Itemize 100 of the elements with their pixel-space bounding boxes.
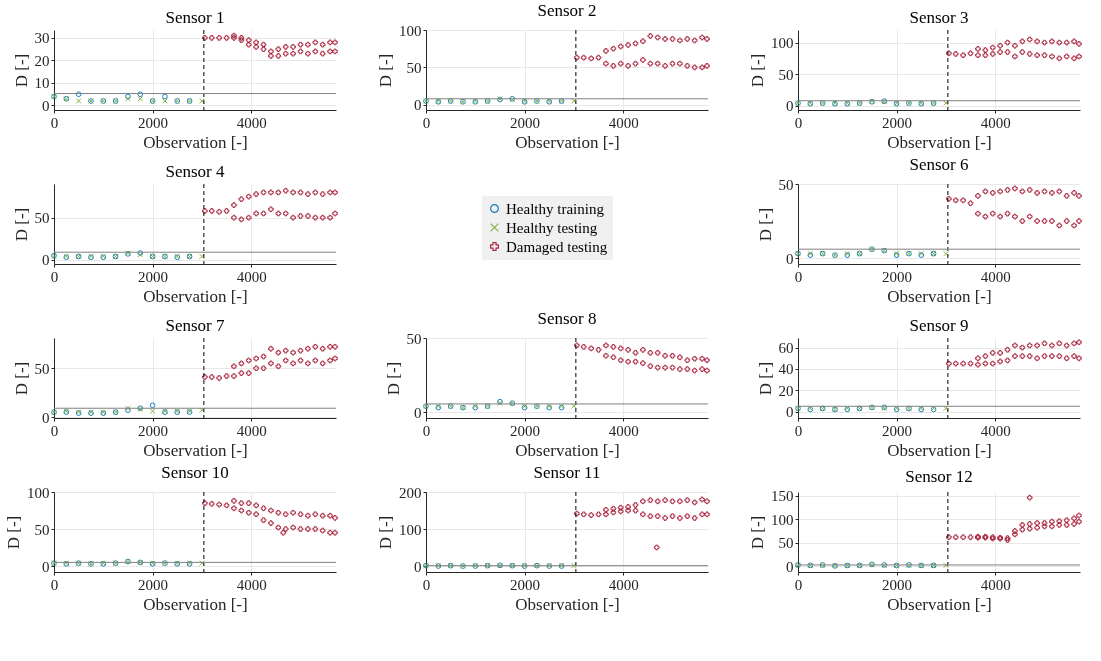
point (699, 34, 705, 41)
point (332, 39, 338, 46)
point (997, 188, 1003, 195)
point (319, 50, 326, 57)
x-tick-label: 2000 (138, 576, 169, 593)
point (327, 343, 333, 350)
point (1056, 222, 1063, 229)
point (231, 363, 237, 370)
point (253, 365, 259, 372)
point (231, 32, 237, 39)
point (640, 57, 646, 63)
chart-title: Sensor 4 (165, 161, 226, 181)
point (1076, 41, 1082, 47)
point (260, 46, 267, 52)
point (268, 520, 274, 526)
point (677, 366, 683, 372)
point (699, 64, 705, 71)
point (312, 526, 319, 532)
x-axis-title: Observation [-] (887, 594, 992, 614)
point (580, 54, 587, 61)
y-tick-label: 50 (406, 59, 422, 76)
x-tick-label: 2000 (510, 576, 541, 593)
y-tick-label: 50 (778, 535, 794, 552)
point (662, 515, 668, 521)
point (1004, 39, 1011, 46)
chart-title: Sensor 8 (537, 309, 597, 328)
point (677, 60, 683, 67)
point (997, 358, 1003, 365)
point (1004, 187, 1011, 193)
point (1004, 210, 1011, 217)
point (1049, 518, 1055, 525)
point (960, 52, 966, 59)
x-axis-title: Observation [-] (887, 440, 992, 460)
point (282, 511, 289, 518)
point (625, 347, 631, 353)
y-tick-label: 0 (786, 98, 794, 115)
point (260, 517, 267, 523)
point (238, 507, 245, 514)
point (1004, 49, 1011, 55)
point (149, 408, 156, 415)
x-axis-title: Observation [-] (887, 132, 992, 152)
point (327, 39, 333, 46)
point (677, 515, 683, 521)
point (653, 544, 660, 551)
y-tick-label: 0 (414, 404, 422, 421)
point (245, 370, 252, 376)
point (297, 357, 304, 364)
point (699, 496, 705, 503)
point (684, 357, 691, 364)
point (603, 507, 609, 513)
point (282, 187, 289, 194)
point (231, 505, 237, 512)
point (1076, 53, 1082, 60)
point (989, 51, 996, 57)
point (312, 39, 319, 46)
point (952, 534, 959, 541)
point (312, 511, 319, 518)
point (260, 210, 267, 217)
x-axis-title: Observation [-] (515, 594, 620, 614)
point (290, 189, 296, 196)
point (268, 360, 274, 367)
x-axis-title: Observation [-] (887, 286, 992, 306)
point (319, 527, 326, 534)
y-tick-label: 100 (399, 22, 422, 39)
point (268, 189, 274, 196)
point (1012, 531, 1018, 538)
point (662, 497, 668, 504)
point (704, 498, 710, 505)
point (1071, 340, 1077, 347)
point (1034, 190, 1040, 196)
point (989, 44, 996, 51)
point (952, 360, 959, 367)
point (595, 54, 602, 61)
point (245, 357, 252, 364)
point (238, 196, 245, 202)
point (691, 499, 698, 506)
point (1076, 518, 1082, 525)
point (1012, 53, 1018, 60)
chart-title: Sensor 2 (537, 1, 597, 20)
point (312, 189, 319, 196)
point (312, 343, 319, 350)
point (603, 60, 609, 67)
point (640, 498, 646, 505)
y-axis-title: D [-] (11, 361, 31, 396)
y-tick-label: 0 (414, 97, 422, 114)
point (231, 202, 237, 208)
point (967, 200, 974, 207)
point (202, 208, 208, 214)
point (588, 345, 594, 352)
point (691, 64, 698, 71)
point (1049, 190, 1055, 196)
point (312, 214, 319, 221)
point (275, 53, 282, 59)
point (982, 213, 989, 220)
point (960, 360, 966, 367)
point (647, 363, 654, 369)
point (603, 342, 609, 349)
point (617, 60, 624, 67)
point (253, 511, 259, 518)
point (260, 189, 267, 196)
